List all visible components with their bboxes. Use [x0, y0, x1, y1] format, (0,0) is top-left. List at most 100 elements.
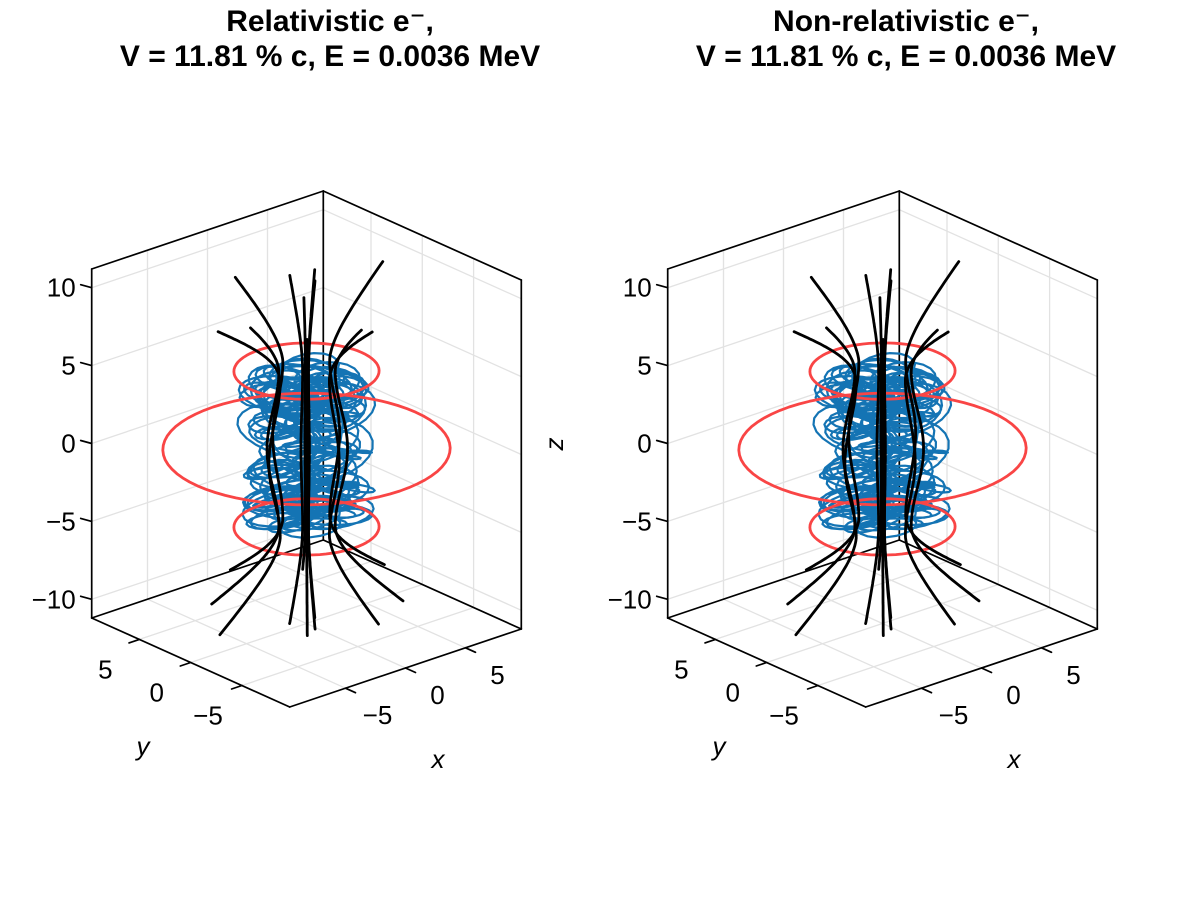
grid-line	[898, 209, 1098, 300]
tick-mark	[655, 439, 669, 445]
z-tick-label: −5	[622, 506, 652, 536]
box-edge	[90, 190, 325, 270]
tick-mark	[79, 439, 93, 445]
x-tick-label: −5	[363, 700, 393, 730]
tick-mark	[230, 684, 243, 690]
field-line	[307, 279, 317, 631]
tick-marks	[79, 283, 477, 694]
tick-mark	[704, 638, 717, 644]
grid-line	[898, 520, 1098, 611]
field-lines	[786, 260, 981, 637]
coil-ring	[232, 341, 381, 401]
z-tick-label: −10	[608, 584, 652, 614]
tick-marks	[655, 283, 1053, 694]
tick-mark	[980, 667, 993, 674]
y-axis-label: y	[135, 731, 152, 761]
tick-mark	[655, 283, 669, 289]
grid-line	[667, 286, 900, 367]
coil-ring	[808, 341, 957, 401]
box-edge	[322, 190, 523, 281]
tick-mark	[655, 517, 669, 523]
z-tick-label: 0	[637, 429, 651, 459]
grid-line	[138, 560, 372, 641]
z-tick-label: 5	[637, 351, 651, 381]
grid-lines	[667, 209, 1098, 689]
title-line2: V = 11.81 % c, E = 0.0036 MeV	[119, 40, 541, 73]
grid-line	[322, 520, 522, 611]
subplot-title-relativistic: Relativistic e⁻, V = 11.81 % c, E = 0.00…	[50, 4, 610, 74]
tick-mark	[179, 661, 192, 667]
tick-mark	[404, 667, 417, 674]
x-axis-label: x	[430, 744, 446, 774]
x-tick-label: −5	[939, 700, 969, 730]
y-tick-label: −5	[769, 701, 799, 731]
z-tick-label: −10	[32, 584, 76, 614]
field-line	[881, 338, 885, 637]
grid-line	[667, 209, 900, 289]
grid-line	[322, 209, 522, 300]
z-tick-label: 10	[47, 273, 76, 303]
grid-line	[817, 606, 1051, 687]
x-tick-label: 0	[1006, 680, 1020, 710]
y-axis-label: y	[711, 731, 728, 761]
field-line	[864, 274, 880, 625]
field-line	[792, 330, 858, 637]
z-tick-label: 5	[61, 351, 75, 381]
x-tick-label: 5	[1066, 660, 1080, 690]
x-tick-label: 5	[490, 660, 504, 690]
tick-mark	[464, 646, 477, 654]
field-line	[883, 279, 893, 631]
box-edge	[666, 190, 901, 270]
grid-line	[714, 560, 948, 641]
title-line1: Relativistic e⁻,	[226, 5, 434, 38]
tick-mark	[344, 687, 357, 694]
tick-mark	[920, 687, 933, 694]
subplot-3d-axes: −10 −5 0 5 10 −5 0 5 −5 0 5 y x z	[539, 190, 1099, 774]
field-line	[909, 328, 981, 603]
z-tick-label: −5	[46, 506, 76, 536]
y-tick-label: 0	[725, 678, 739, 708]
tick-mark	[79, 361, 93, 367]
tick-mark	[79, 517, 93, 523]
tick-labels: −10 −5 0 5 10 −5 0 5 −5 0 5 y x	[32, 273, 505, 774]
subplot-title-nonrelativistic: Non-relativistic e⁻, V = 11.81 % c, E = …	[626, 4, 1186, 74]
coil-ring	[808, 497, 957, 557]
title-line2: V = 11.81 % c, E = 0.0036 MeV	[695, 40, 1117, 73]
field-line	[333, 328, 405, 603]
z-tick-label: 10	[623, 273, 652, 303]
tick-mark	[1040, 646, 1053, 654]
grid-line	[241, 606, 475, 687]
tick-mark	[79, 283, 93, 289]
tick-mark	[128, 638, 141, 644]
subplot-3d-axes: −10 −5 0 5 10 −5 0 5 −5 0 5 y x	[32, 190, 523, 774]
field-line	[305, 338, 309, 637]
tick-mark	[755, 661, 768, 667]
title-line1: Non-relativistic e⁻,	[773, 5, 1039, 38]
grid-line	[91, 286, 324, 367]
tick-mark	[655, 595, 669, 601]
grid-line	[91, 209, 324, 289]
field-line	[904, 330, 956, 626]
box-edge	[898, 539, 1099, 630]
box-edge	[898, 190, 1099, 281]
z-tick-label: 0	[61, 429, 75, 459]
tick-labels: −10 −5 0 5 10 −5 0 5 −5 0 5 y x z	[539, 273, 1081, 774]
tick-mark	[655, 361, 669, 367]
field-line	[288, 274, 304, 625]
tick-mark	[79, 595, 93, 601]
x-axis-label: x	[1006, 744, 1022, 774]
y-tick-label: 5	[674, 654, 688, 684]
y-tick-label: −5	[193, 701, 223, 731]
y-tick-label: 5	[98, 654, 112, 684]
field-lines	[210, 260, 405, 637]
tick-mark	[806, 684, 819, 690]
y-tick-label: 0	[149, 678, 163, 708]
field-line	[216, 330, 282, 637]
z-axis-label: z	[539, 438, 569, 452]
field-line	[328, 330, 380, 626]
coil-ring	[232, 497, 381, 557]
box-edge	[322, 539, 523, 630]
x-tick-label: 0	[430, 680, 444, 710]
